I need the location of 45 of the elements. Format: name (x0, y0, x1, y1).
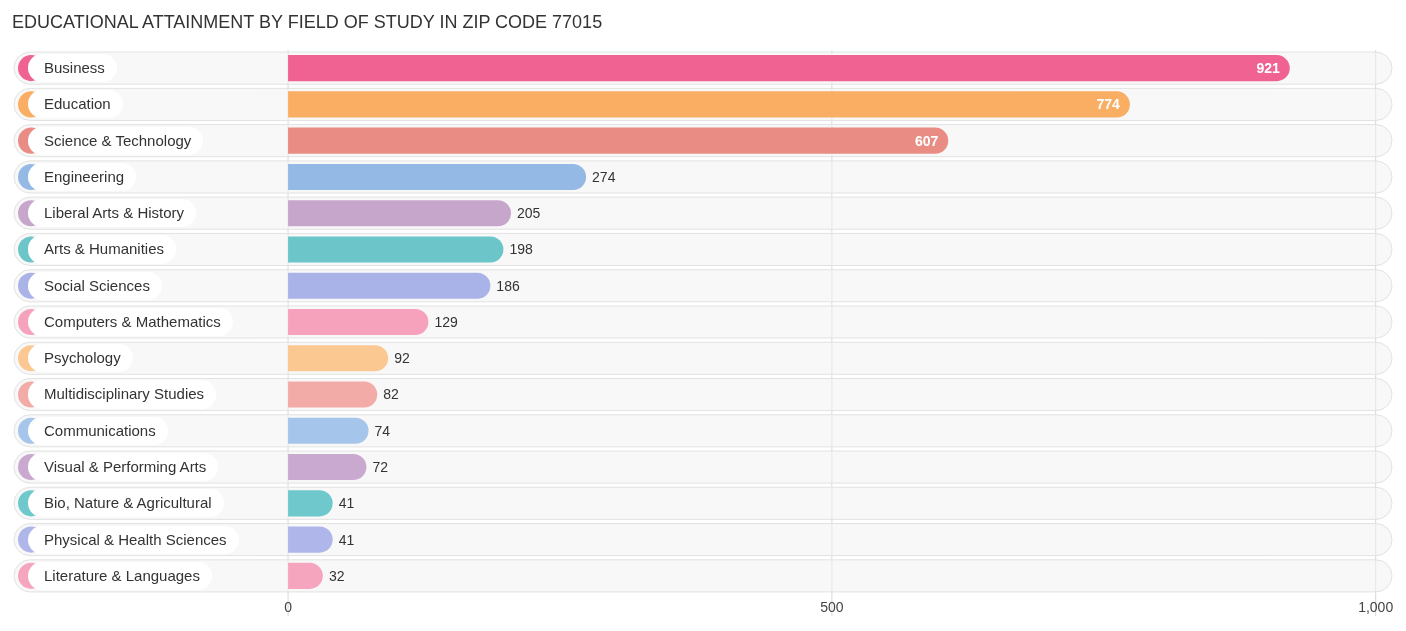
y-tick-label: Literature & Languages (28, 561, 212, 590)
bar (288, 490, 333, 517)
bar (288, 454, 367, 481)
y-tick-label: Liberal Arts & History (28, 199, 197, 228)
data-label: 607 (914, 132, 939, 149)
y-tick-label: Psychology (28, 344, 133, 373)
y-tick-label: Education (28, 90, 123, 119)
chart-title: EDUCATIONAL ATTAINMENT BY FIELD OF STUDY IN ZIP CODE 77015 (12, 12, 603, 32)
x-tick-label: 1,000 (1358, 599, 1394, 615)
y-tick-label: Physical & Health Sciences (28, 525, 239, 554)
bar (288, 381, 378, 408)
bar (288, 308, 429, 336)
data-label: 774 (1096, 96, 1121, 113)
data-label: 72 (372, 458, 389, 475)
y-tick-label: Business (28, 54, 117, 83)
data-label: 32 (328, 567, 345, 584)
x-tick-label: 500 (820, 599, 844, 615)
y-tick-label: Science & Technology (28, 126, 204, 155)
y-tick-label: Social Sciences (28, 271, 162, 300)
data-label: 82 (383, 386, 400, 403)
data-label: 186 (496, 277, 520, 294)
y-tick-label: Arts & Humanities (28, 235, 177, 264)
bar (288, 200, 512, 227)
y-tick-label: Engineering (28, 162, 137, 191)
x-tick-label: 0 (284, 599, 293, 615)
bar (288, 417, 369, 444)
bar (288, 163, 587, 190)
data-label: 74 (374, 422, 391, 439)
y-tick-label: Computers & Mathematics (28, 307, 233, 337)
y-tick-label: Bio, Nature & Agricultural (28, 489, 224, 518)
data-label: 41 (338, 495, 355, 512)
bar (288, 236, 504, 263)
data-label: 274 (592, 168, 616, 185)
bar (288, 526, 333, 553)
data-label: 921 (1256, 60, 1280, 77)
y-tick-label: Multidisciplinary Studies (28, 380, 217, 409)
data-label: 129 (434, 313, 458, 330)
bar (288, 272, 491, 299)
y-tick-label: Visual & Performing Arts (28, 453, 219, 482)
data-label: 205 (517, 205, 541, 222)
bar (288, 345, 389, 372)
data-label: 92 (394, 350, 410, 367)
y-tick-label: Communications (28, 416, 168, 445)
data-label: 41 (338, 531, 355, 548)
data-label: 198 (509, 241, 533, 258)
